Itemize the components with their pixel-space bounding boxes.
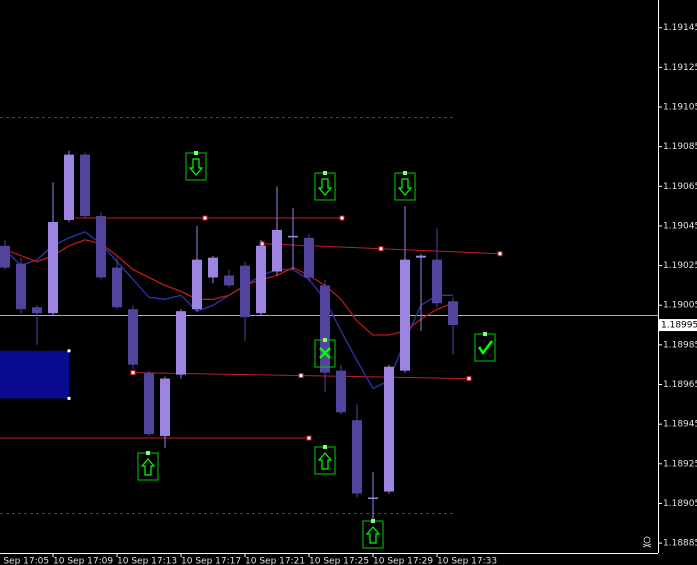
x-tick-label: 10 Sep 17:09	[53, 557, 113, 565]
signal-up	[362, 519, 384, 549]
candle-body	[288, 235, 298, 238]
current-price-label: 1.18995	[661, 321, 697, 331]
trend-point	[497, 251, 503, 257]
candle-body	[208, 257, 218, 278]
y-tick-label: 1.19045	[663, 221, 697, 231]
y-tick-label: 1.19005	[663, 301, 697, 311]
zone-handle	[67, 396, 71, 400]
x-tick-label: 10 Sep 17:13	[117, 557, 177, 565]
signal-dot	[146, 451, 150, 455]
signal-down	[394, 171, 416, 201]
signal-dot	[323, 445, 327, 449]
candle-body	[336, 370, 346, 413]
x-tick-label: 10 Sep 17:21	[245, 557, 305, 565]
candle-body	[384, 366, 394, 492]
signal-up	[137, 451, 159, 481]
y-tick-label: 1.19065	[663, 182, 697, 192]
candle-body	[16, 263, 26, 310]
trend-point	[306, 435, 312, 441]
candle-body	[432, 259, 442, 304]
candle-body	[48, 221, 58, 314]
moving-average	[4, 239, 454, 336]
candle-body	[240, 265, 250, 318]
x-tick-label: 10 Sep 17:33	[437, 557, 497, 565]
y-tick-label: 1.18905	[663, 499, 697, 509]
candle-body	[400, 259, 410, 371]
candle-body	[352, 420, 362, 494]
y-tick-label: 1.18925	[663, 459, 697, 469]
candle-body	[144, 372, 154, 435]
trend-point	[202, 215, 208, 221]
candle-body	[256, 245, 266, 314]
candle-body	[416, 255, 426, 258]
skull-bone	[642, 543, 652, 548]
skull-head	[643, 536, 651, 544]
candle-body	[272, 229, 282, 272]
signal-dot	[371, 519, 375, 523]
y-tick-label: 1.18885	[663, 539, 697, 549]
y-tick-label: 1.18945	[663, 420, 697, 430]
y-tick-label: 1.19105	[663, 103, 697, 113]
y-tick-label: 1.19025	[663, 261, 697, 271]
y-tick-label: 1.18965	[663, 380, 697, 390]
candle-body	[448, 301, 458, 326]
signal-glyph	[140, 458, 156, 476]
candle-body	[160, 378, 170, 437]
candle-body	[112, 267, 122, 308]
signal-glyph	[188, 158, 204, 176]
zone-handle	[67, 349, 71, 353]
signal-glyph	[365, 526, 381, 544]
plot-area	[0, 117, 658, 549]
candle-body	[64, 154, 74, 221]
x-tick-label: 10 Sep 17:17	[181, 557, 241, 565]
signal-cross	[314, 338, 336, 368]
signal-check	[474, 332, 496, 362]
y-tick-label: 1.19125	[663, 63, 697, 73]
signal-down	[314, 171, 336, 201]
signal-dot	[403, 171, 407, 175]
signal-glyph	[317, 178, 333, 196]
x-tick-label: 10 Sep 17:05	[0, 557, 49, 565]
signal-glyph	[477, 340, 493, 356]
signal-down	[185, 151, 207, 181]
candle-body	[128, 309, 138, 365]
x-tick-label: 10 Sep 17:29	[373, 557, 433, 565]
trend-point	[130, 370, 136, 376]
signal-dot	[323, 171, 327, 175]
x-tick-label: 10 Sep 17:25	[309, 557, 369, 565]
candle-body	[304, 237, 314, 278]
candle-body	[0, 245, 10, 268]
signal-up	[314, 445, 336, 475]
signal-glyph	[397, 178, 413, 196]
y-tick-label: 1.19085	[663, 142, 697, 152]
skull-icon	[642, 536, 652, 548]
candle-body	[96, 216, 106, 278]
current-price-box	[659, 319, 697, 332]
candle-body	[176, 311, 186, 375]
zone-rect	[0, 350, 69, 399]
y-tick-label: 1.18985	[663, 340, 697, 350]
candle-body	[80, 154, 90, 217]
trend-point	[339, 215, 345, 221]
signal-glyph	[319, 347, 331, 359]
candle-body	[224, 275, 234, 286]
candle-body	[32, 307, 42, 314]
signal-dot	[483, 332, 487, 336]
trend-point	[466, 376, 472, 382]
trend-point	[298, 373, 304, 379]
candle-body	[320, 285, 330, 373]
signal-dot	[194, 151, 198, 155]
signal-glyph	[317, 452, 333, 470]
trend-point	[378, 246, 384, 252]
candle-body	[192, 259, 202, 310]
y-tick-label: 1.19145	[663, 23, 697, 33]
signal-dot	[323, 338, 327, 342]
candle-body	[368, 497, 378, 500]
